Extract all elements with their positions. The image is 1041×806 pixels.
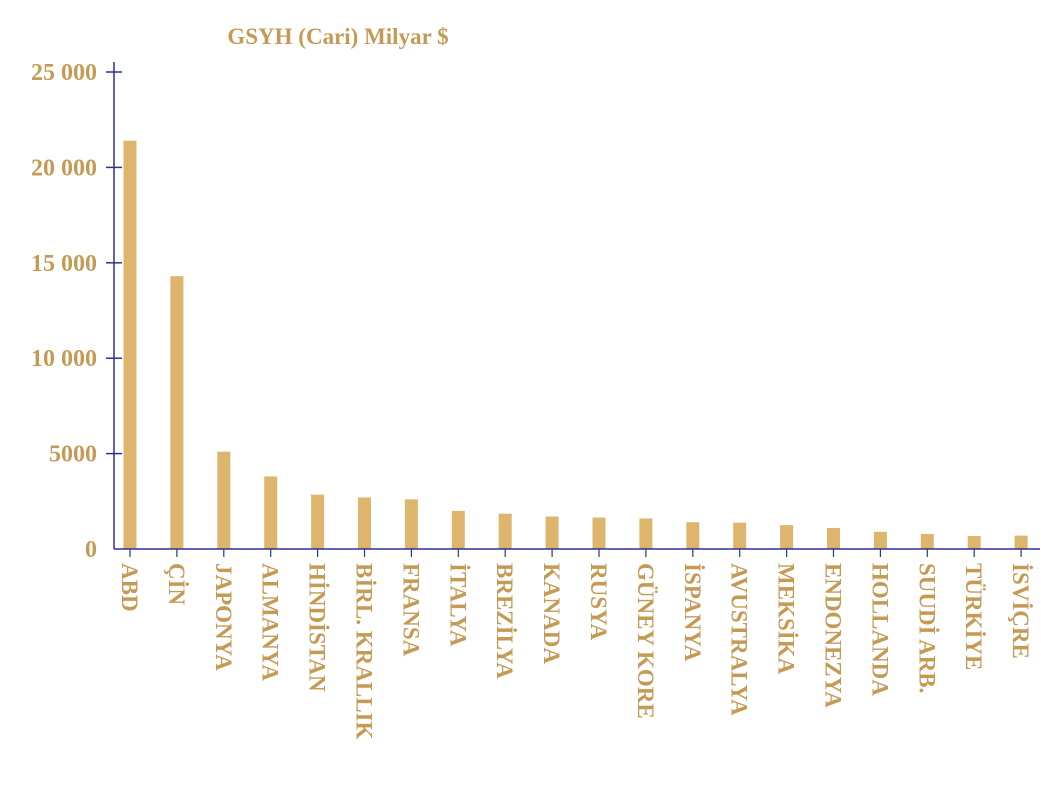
x-tick-label: ENDONEZYA [821, 563, 846, 708]
bar-10 [592, 517, 606, 549]
bar-7 [451, 510, 465, 549]
bars-group [123, 140, 1028, 550]
y-axis-ticks: 0 5000 10 000 15 000 20 000 25 000 [31, 60, 122, 563]
x-tick-label: SUUDİ ARB. [914, 563, 939, 693]
x-tick-label: BREZİLYA [492, 563, 517, 679]
bar-17 [920, 533, 934, 549]
x-tick-label: GÜNEY KORE [633, 563, 658, 719]
x-tick-label: HOLLANDA [867, 563, 892, 696]
bar-16 [873, 531, 887, 549]
x-tick-label: İSVİÇRE [1008, 563, 1033, 659]
x-tick-label: RUSYA [586, 563, 611, 641]
x-tick-label: ÇİN [164, 563, 189, 606]
bar-3 [264, 476, 278, 549]
x-tick-label: TÜRKİYE [961, 563, 986, 670]
y-tick-label: 10 000 [31, 346, 97, 372]
y-tick-label: 5000 [49, 442, 97, 468]
bar-0 [123, 140, 137, 550]
bar-8 [498, 513, 512, 549]
x-tick-label: İTALYA [445, 563, 470, 647]
x-tick-label: AVUSTRALYA [727, 563, 752, 716]
bar-14 [780, 525, 794, 549]
y-tick-label: 15 000 [31, 251, 97, 277]
bar-11 [639, 518, 653, 549]
y-tick-label: 0 [85, 537, 97, 563]
bar-1 [170, 276, 184, 549]
x-tick-label: HİNDİSTAN [305, 563, 330, 692]
bar-2 [217, 451, 231, 549]
bar-18 [967, 536, 981, 549]
bar-9 [545, 516, 559, 549]
x-tick-label: ALMANYA [258, 563, 283, 681]
bar-6 [404, 499, 418, 549]
x-tick-label: FRANSA [398, 563, 423, 657]
x-tick-label: İSPANYA [680, 563, 705, 662]
x-tick-label: JAPONYA [211, 563, 236, 671]
x-tick-label: BİRL. KRALLIK [352, 563, 377, 739]
bar-5 [358, 497, 371, 549]
x-axis-categories: ABD ÇİN JAPONYA ALMANYA HİNDİSTAN BİRL. KRALL… [117, 549, 1033, 739]
y-tick-label: 20 000 [31, 155, 97, 181]
bar-4 [311, 494, 325, 549]
bar-19 [1014, 535, 1028, 549]
x-tick-label: MEKSİKA [774, 563, 799, 675]
axes-group [113, 62, 1040, 550]
y-tick-label: 25 000 [31, 60, 97, 86]
x-tick-label: ABD [117, 563, 142, 612]
x-tick-label: KANADA [539, 563, 564, 664]
bar-12 [686, 522, 700, 549]
bar-15 [827, 528, 840, 549]
bar-13 [733, 522, 747, 549]
chart-title: GSYH (Cari) Milyar $ [227, 24, 448, 49]
